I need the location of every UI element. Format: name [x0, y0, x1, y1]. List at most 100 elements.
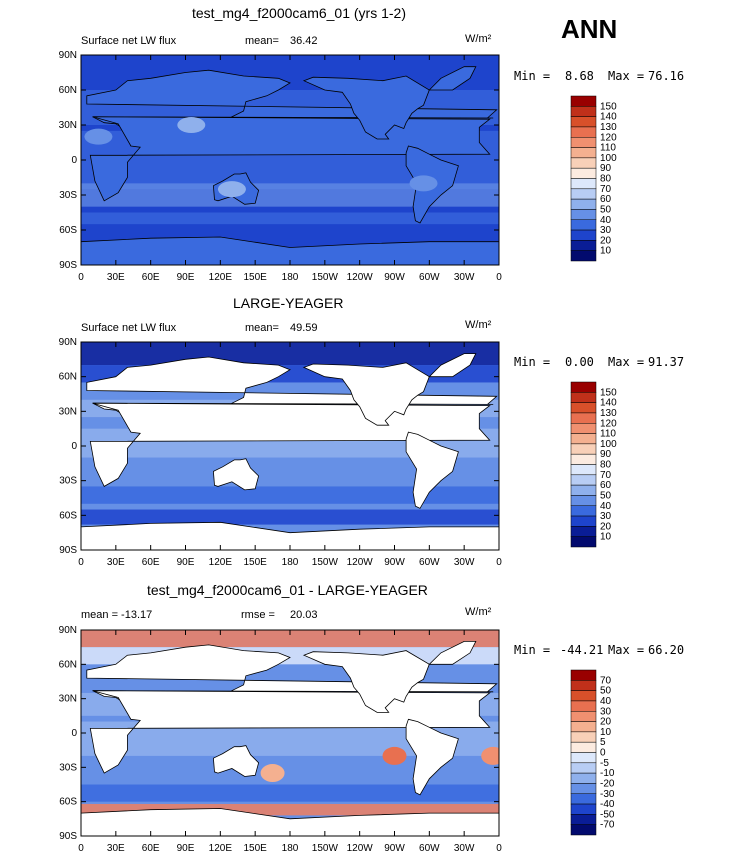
x-tick-label: 90W	[384, 272, 405, 283]
y-tick-label: 60N	[59, 85, 77, 96]
colorbar-label: 130	[600, 408, 617, 419]
x-tick-label: 90W	[384, 843, 405, 854]
y-tick-label: 60S	[59, 225, 77, 236]
land-region	[302, 362, 430, 426]
colorbar-swatch	[570, 505, 597, 517]
contour-band	[81, 784, 499, 802]
x-tick-label: 60E	[142, 272, 160, 283]
colorbar-swatch	[570, 803, 597, 815]
y-tick-label: 90N	[59, 50, 77, 61]
colorbar-label: 100	[600, 439, 617, 450]
x-tick-label: 0	[496, 843, 502, 854]
x-tick-label: 0	[78, 557, 84, 568]
colorbar-swatch	[570, 464, 597, 476]
colorbar-swatch	[570, 680, 597, 691]
colorbar-label: 100	[600, 153, 617, 164]
map-fill-1	[81, 55, 499, 265]
colorbar-label: 80	[600, 174, 612, 185]
panel-3-mean-label: mean = -13.17	[81, 609, 153, 621]
panel-2-units: W/m²	[465, 319, 492, 331]
y-tick-label: 30S	[59, 476, 77, 487]
x-tick-label: 30E	[107, 272, 125, 283]
panel-3-title: test_mg4_f2000cam6_01 - LARGE-YEAGER	[147, 582, 428, 598]
colorbar-label: 10	[600, 532, 612, 543]
x-tick-label: 90E	[177, 557, 195, 568]
colorbar-label: 90	[600, 449, 612, 460]
x-tick-label: 30W	[454, 272, 475, 283]
colorbar-label: 70	[600, 184, 612, 195]
x-tick-label: 0	[496, 557, 502, 568]
x-tick-label: 90E	[177, 272, 195, 283]
panel-1-mean-value: 36.42	[290, 35, 318, 47]
colorbar-label: 20	[600, 717, 612, 728]
y-tick-label: 30N	[59, 406, 77, 417]
colorbar-swatch	[570, 731, 597, 743]
contour-band	[81, 509, 499, 525]
colorbar-swatch	[570, 433, 597, 445]
season-label: ANN	[561, 14, 618, 44]
colorbar-label: 30	[600, 511, 612, 522]
colorbar-swatch	[570, 515, 597, 527]
land-region	[81, 236, 499, 265]
colorbar-label: 70	[600, 675, 612, 686]
y-tick-label: 90S	[59, 545, 77, 556]
colorbar-label: 20	[600, 521, 612, 532]
colorbar-swatch	[570, 752, 597, 764]
x-tick-label: 60W	[419, 843, 440, 854]
colorbar-swatch	[570, 423, 597, 434]
colorbar-swatch	[570, 198, 597, 210]
colorbar-swatch	[570, 116, 597, 128]
colorbar-swatch	[570, 474, 597, 486]
land-region	[89, 690, 491, 774]
colorbar-swatch	[570, 536, 597, 548]
x-tick-label: 180	[282, 272, 299, 283]
land-region	[428, 66, 477, 91]
x-tick-label: 60W	[419, 272, 440, 283]
colorbar-swatch	[570, 250, 597, 262]
x-tick-label: 150W	[312, 272, 339, 283]
contour-patch	[382, 746, 407, 765]
colorbar-label: 80	[600, 460, 612, 471]
colorbar-swatch	[570, 772, 597, 784]
colorbar-label: 70	[600, 470, 612, 481]
colorbar-swatch	[570, 711, 597, 722]
colorbar-swatch	[570, 443, 597, 455]
map-fill-2	[81, 342, 499, 550]
colorbar-label: 60	[600, 480, 612, 491]
x-tick-label: 120E	[209, 272, 233, 283]
colorbar-swatch	[570, 453, 597, 465]
colorbar-label: 10	[600, 727, 612, 738]
panel-2-variable-label: Surface net LW flux	[81, 322, 177, 334]
land-region	[428, 353, 477, 378]
panel-2-mean-label: mean=	[245, 322, 279, 334]
colorbar-swatch	[570, 824, 597, 836]
colorbar-label: 50	[600, 686, 612, 697]
colorbar-label: 60	[600, 194, 612, 205]
y-tick-label: 30S	[59, 190, 77, 201]
x-tick-label: 60E	[142, 843, 160, 854]
y-tick-label: 60N	[59, 372, 77, 383]
contour-patch	[217, 181, 246, 198]
land-region	[81, 521, 499, 550]
contour-patch	[84, 128, 113, 145]
x-tick-label: 150W	[312, 843, 339, 854]
land-region	[405, 718, 459, 796]
contour-band	[81, 212, 499, 225]
y-tick-label: 0	[71, 155, 77, 166]
colorbar-swatch	[570, 793, 597, 805]
colorbar-label: 50	[600, 204, 612, 215]
colorbar-swatch	[570, 814, 597, 825]
contour-patch	[481, 746, 499, 765]
colorbar-swatch	[570, 229, 597, 241]
panel-1-max-label: Max =	[608, 69, 645, 83]
x-tick-label: 150E	[243, 557, 267, 568]
colorbar-swatch	[570, 495, 597, 506]
colorbar-label: 5	[600, 737, 606, 748]
colorbar-swatch	[570, 412, 597, 424]
panel-2-title: LARGE-YEAGER	[233, 295, 344, 311]
colorbar-swatch	[570, 484, 597, 496]
colorbar-label: 10	[600, 246, 612, 257]
panel-1-min-value: 8.68	[565, 69, 594, 83]
